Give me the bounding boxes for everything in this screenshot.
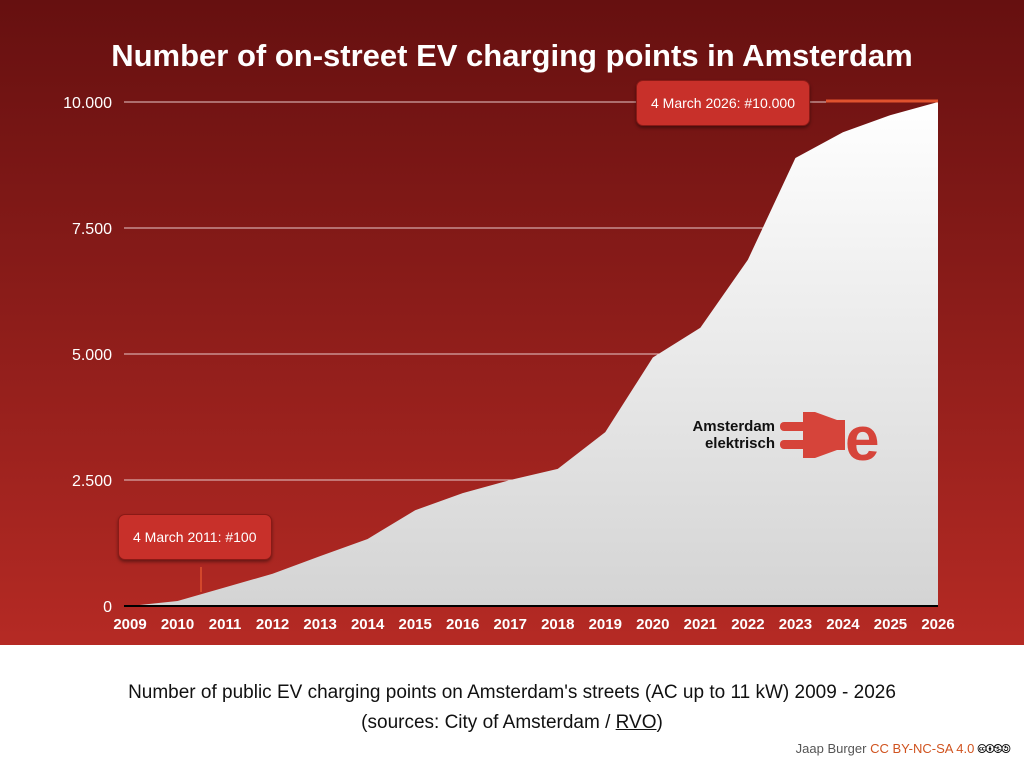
- plug-logo-icon: e: [780, 410, 879, 470]
- x-tick-label: 2022: [731, 616, 764, 633]
- x-tick-label: 2026: [921, 616, 954, 633]
- chart-title: Number of on-street EV charging points i…: [111, 38, 913, 73]
- x-tick-label: 2016: [446, 616, 479, 633]
- x-tick-label: 2012: [256, 616, 289, 633]
- x-tick-label: 2011: [209, 616, 242, 633]
- x-tick-label: 2023: [779, 616, 812, 633]
- x-tick-label: 2013: [303, 616, 336, 633]
- y-tick-label: 0: [103, 599, 112, 616]
- x-tick-label: 2015: [398, 616, 431, 633]
- x-tick-label: 2018: [541, 616, 574, 633]
- x-tick-label: 2017: [494, 616, 527, 633]
- caption-sources: (sources: City of Amsterdam /: [361, 712, 616, 733]
- x-tick-label: 2024: [826, 616, 860, 633]
- rvo-link[interactable]: RVO: [615, 712, 657, 733]
- x-tick-label: 2014: [351, 616, 385, 633]
- logo-text: Amsterdam elektrisch: [640, 418, 775, 452]
- y-tick-label: 2.500: [72, 473, 112, 490]
- x-tick-label: 2019: [589, 616, 622, 633]
- x-tick-label: 2020: [636, 616, 669, 633]
- y-tick-label: 7.500: [72, 221, 112, 238]
- credit: Jaap Burger CC BY-NC-SA 4.0 🅭🅯🄏🄎: [796, 741, 1010, 757]
- logo-line2: elektrisch: [704, 435, 775, 452]
- x-tick-label: 2010: [161, 616, 194, 633]
- y-tick-label: 10.000: [63, 95, 112, 112]
- caption-close: ): [656, 712, 663, 733]
- x-tick-label: 2021: [684, 616, 717, 633]
- caption-line2: (sources: City of Amsterdam / RVO): [0, 712, 1024, 734]
- svg-text:e: e: [845, 410, 879, 470]
- series-area: [130, 102, 938, 606]
- y-tick-label: 5.000: [72, 347, 112, 364]
- callout-2011: 4 March 2011: #100: [118, 514, 272, 560]
- area-chart: 0 2.500 5.000 7.500 10.000 2009 2010 2011 2012 20…: [63, 95, 954, 633]
- cc-license-icons: 🅭🅯🄏🄎: [978, 741, 1010, 756]
- callout-2026: 4 March 2026: #10.000: [636, 80, 810, 126]
- caption-line1: Number of public EV charging points on A…: [128, 682, 896, 703]
- license-link[interactable]: CC BY-NC-SA 4.0: [870, 741, 975, 756]
- x-tick-label: 2025: [874, 616, 907, 633]
- logo-line1: Amsterdam: [692, 418, 775, 435]
- author: Jaap Burger: [795, 741, 867, 756]
- x-tick-label: 2009: [113, 616, 146, 633]
